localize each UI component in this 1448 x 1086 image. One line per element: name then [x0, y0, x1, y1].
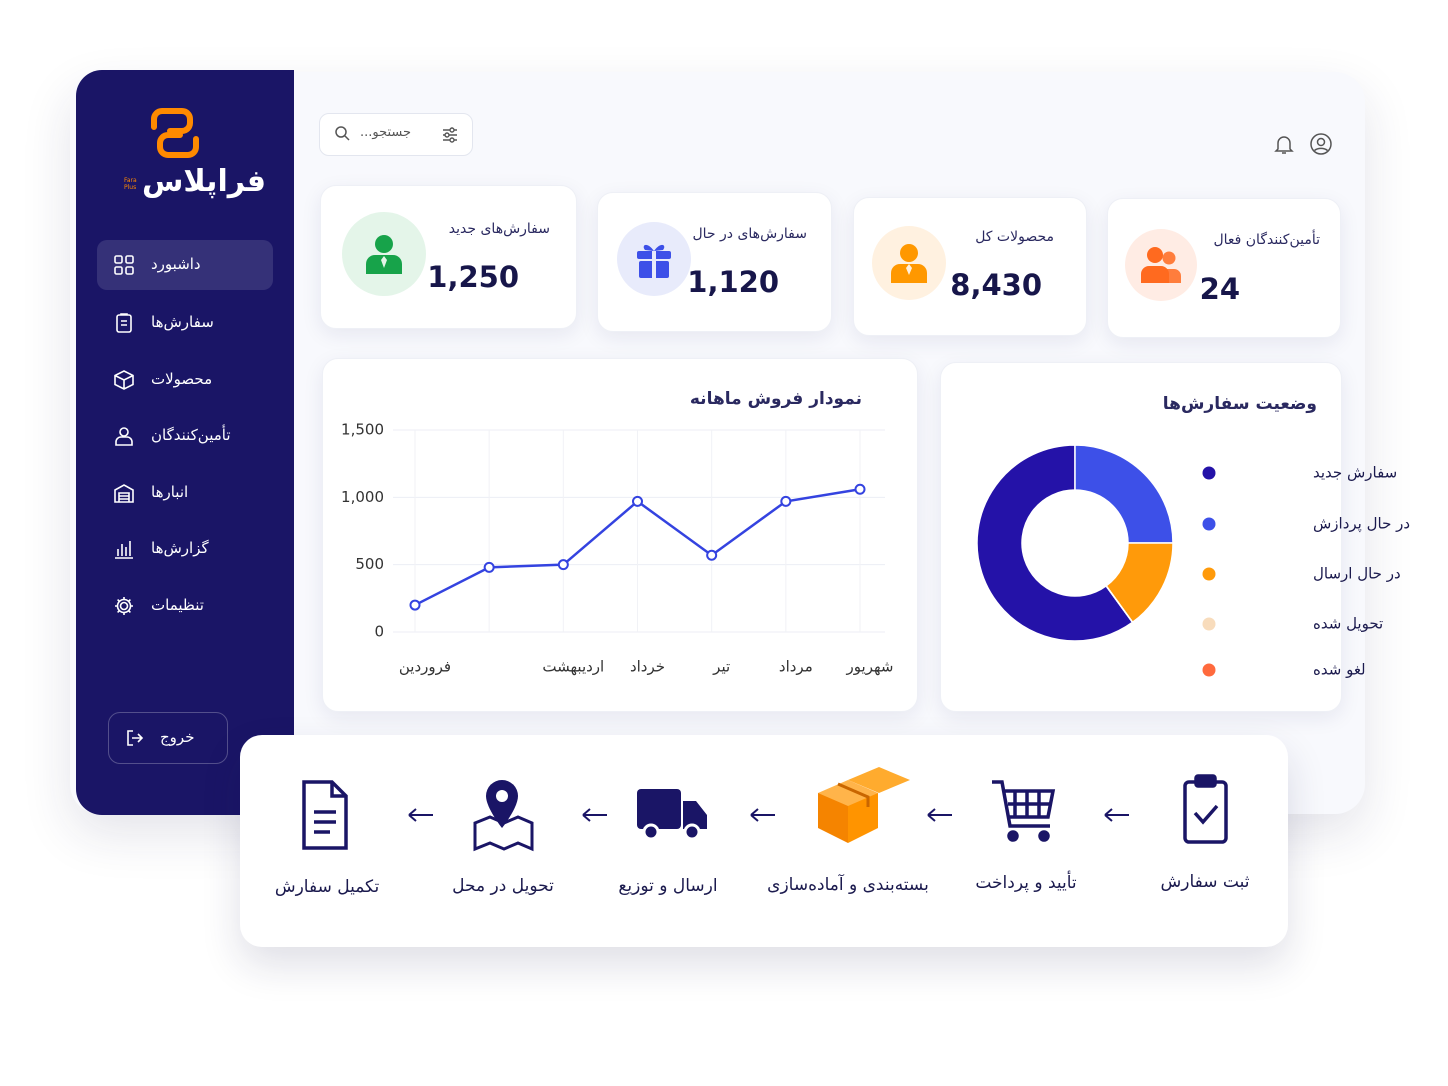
nav-icon	[114, 484, 134, 503]
stat-value: 1,250	[427, 260, 519, 294]
stat-card: محصولات کل 8,430	[853, 197, 1087, 336]
nav-icon	[114, 255, 134, 275]
icon-map	[473, 780, 534, 852]
nav-icon	[114, 370, 134, 390]
stat-label: سفارش‌های جدید	[448, 221, 550, 237]
stat-icon	[1125, 229, 1197, 301]
workflow-step: تحویل در محل	[452, 876, 554, 896]
brand-name: فراپلاس	[142, 164, 267, 199]
stat-label: محصولات کل	[975, 229, 1054, 245]
icon-box	[818, 767, 910, 843]
nav-item[interactable]: گزارش‌ها	[151, 539, 209, 557]
brand-latin: Fara Plus	[124, 177, 137, 191]
sales-chart-card: نمودار فروش ماهانه	[322, 358, 918, 712]
flow-arrows	[408, 808, 1129, 822]
icon	[891, 244, 927, 283]
workflow-step: ثبت سفارش	[1160, 872, 1250, 892]
nav-icon	[116, 313, 132, 333]
nav-item[interactable]: محصولات	[151, 370, 213, 388]
nav-item[interactable]: تنظیمات	[151, 596, 204, 614]
stat-value: 8,430	[950, 268, 1042, 302]
nav-icon	[115, 541, 133, 559]
workflow-step: ارسال و توزیع	[618, 876, 718, 896]
stat-value: 1,120	[687, 265, 779, 299]
nav-icon	[115, 427, 133, 446]
workflow-step: بسته‌بندی و آماده‌سازی	[767, 875, 929, 895]
workflow-card: ثبت سفارش تأیید و پرداخت بسته‌بندی و آما…	[240, 735, 1288, 947]
nav-item[interactable]: سفارش‌ها	[151, 313, 214, 331]
stat-card: تأمین‌کنندگان فعال 24	[1107, 198, 1341, 338]
stat-card: سفارش‌های جدید 1,250	[320, 185, 577, 329]
workflow-step: تأیید و پرداخت	[975, 873, 1077, 893]
nav-item[interactable]: داشبورد	[151, 255, 201, 273]
logout-icon	[127, 730, 144, 746]
icon	[637, 244, 671, 278]
workflow-icons	[302, 767, 1228, 852]
filter-icon[interactable]	[442, 127, 458, 143]
icon-truck	[637, 789, 707, 841]
stat-label: سفارش‌های در حال	[692, 226, 807, 242]
icon	[1141, 247, 1181, 283]
nav-item[interactable]: انبارها	[151, 483, 189, 501]
logout-button[interactable]	[108, 712, 228, 764]
stat-card: سفارش‌های در حال 1,120	[597, 192, 832, 332]
icon	[366, 235, 402, 274]
stat-value: 24	[1199, 272, 1240, 306]
search-icon	[335, 126, 350, 141]
icon-cart	[992, 780, 1056, 842]
stat-icon	[872, 226, 946, 300]
user-icon[interactable]	[1309, 132, 1333, 156]
logo-mark	[151, 108, 199, 158]
status-chart-card: وضعیت سفارش‌ها	[940, 362, 1342, 712]
stat-icon	[617, 222, 691, 296]
stat-label: تأمین‌کنندگان فعال	[1213, 232, 1320, 248]
icon-document	[302, 780, 348, 850]
logout-label[interactable]: خروج	[160, 728, 195, 746]
nav-item[interactable]: تأمین‌کنندگان	[151, 426, 231, 444]
stat-icon	[342, 212, 426, 296]
chart-title: نمودار فروش ماهانه	[689, 389, 862, 409]
sidebar	[76, 70, 294, 815]
workflow-step: تکمیل سفارش	[274, 877, 380, 897]
bell-icon[interactable]	[1272, 132, 1296, 156]
search-placeholder: جستجو...	[360, 125, 412, 140]
chart-title: وضعیت سفارش‌ها	[1162, 394, 1317, 414]
icon-order	[1183, 774, 1228, 844]
nav-active[interactable]	[97, 240, 273, 290]
nav-icon	[115, 597, 133, 615]
